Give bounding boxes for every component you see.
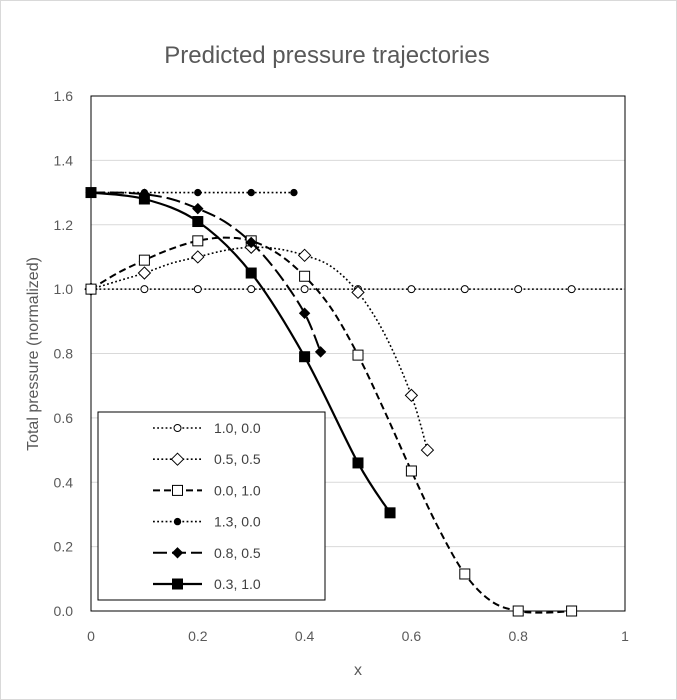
data-point	[298, 307, 311, 319]
data-point	[404, 388, 419, 403]
data-point	[460, 285, 469, 294]
data-point	[192, 216, 204, 228]
data-point	[140, 285, 149, 294]
legend-label: 0.8, 0.5	[214, 545, 261, 561]
y-tick-label: 0.0	[54, 603, 74, 619]
series-line	[90, 236, 572, 614]
y-tick-label: 1.4	[54, 152, 74, 168]
y-tick-label: 1.0	[54, 281, 74, 297]
y-tick-label: 0.6	[54, 410, 74, 426]
data-point	[405, 465, 417, 477]
data-point	[194, 188, 202, 197]
data-point	[299, 351, 311, 363]
x-tick-label: 0.4	[295, 628, 315, 644]
y-tick-label: 1.6	[54, 88, 74, 104]
data-point	[192, 202, 204, 215]
legend-item: 0.8, 0.5	[153, 545, 261, 561]
x-axis-label: x	[354, 662, 362, 679]
legend-label: 0.3, 1.0	[214, 576, 261, 592]
axes	[90, 95, 626, 612]
data-point	[247, 188, 255, 197]
legend-marker	[172, 578, 183, 590]
data-point	[297, 248, 312, 263]
data-point	[567, 285, 576, 294]
data-point	[300, 285, 309, 294]
legend-box	[97, 411, 326, 601]
x-tick-label: 0.2	[188, 628, 208, 644]
legend-item: 0.3, 1.0	[153, 576, 261, 592]
data-point	[191, 250, 205, 264]
series-line	[90, 191, 322, 353]
data-point	[314, 346, 327, 358]
data-point	[137, 266, 152, 280]
legend-item: 0.0, 1.0	[153, 482, 261, 498]
chart-title: Predicted pressure trajectories	[164, 42, 489, 69]
data-series	[84, 186, 625, 617]
data-point	[420, 443, 435, 457]
legend-item: 1.3, 0.0	[153, 514, 261, 530]
y-tick-label: 0.2	[54, 539, 74, 555]
data-point	[512, 605, 524, 617]
y-axis-ticks: 0.0 0.2 0.4 0.6 0.8 1.0 1.2 1.4 1.6	[54, 88, 74, 619]
y-tick-label: 1.2	[54, 217, 74, 233]
data-point	[566, 605, 578, 617]
data-point	[407, 285, 416, 294]
data-point	[245, 236, 257, 249]
legend-label: 0.5, 0.5	[214, 451, 261, 467]
data-point	[138, 254, 150, 266]
legend-marker	[170, 452, 185, 466]
y-axis-label: Total pressure (normalized)	[25, 257, 42, 451]
data-point	[192, 235, 204, 247]
data-point	[290, 188, 298, 197]
legend: 1.0, 0.0 0.5, 0.5 0.0, 1.0 1.3, 0.0 0.8, 0.5…	[97, 411, 326, 601]
data-point	[352, 349, 364, 361]
series-6	[85, 187, 396, 519]
x-tick-label: 1	[621, 628, 629, 644]
data-point	[85, 283, 97, 295]
legend-item: 0.5, 0.5	[153, 451, 261, 467]
plot-border	[90, 95, 626, 612]
x-axis-ticks: 0 0.2 0.4 0.6 0.8 1	[87, 628, 629, 644]
legend-item: 1.0, 0.0	[153, 420, 261, 436]
x-tick-label: 0.8	[508, 628, 528, 644]
data-point	[351, 285, 365, 300]
legend-marker	[171, 547, 184, 559]
data-point	[193, 285, 202, 294]
data-point	[299, 270, 311, 282]
legend-marker	[173, 424, 182, 432]
legend-label: 1.3, 0.0	[214, 514, 261, 530]
y-tick-label: 0.4	[54, 474, 74, 490]
data-point	[384, 507, 396, 519]
x-tick-label: 0	[87, 628, 95, 644]
data-point	[85, 187, 97, 199]
data-point	[459, 568, 471, 580]
data-point	[138, 193, 150, 205]
data-point	[247, 285, 256, 294]
x-tick-label: 0.6	[402, 628, 422, 644]
data-point	[245, 267, 257, 279]
legend-marker	[173, 517, 182, 526]
y-tick-label: 0.8	[54, 346, 74, 362]
legend-label: 0.0, 1.0	[214, 482, 261, 498]
legend-label: 1.0, 0.0	[214, 420, 261, 436]
data-point	[352, 457, 364, 469]
legend-marker	[172, 484, 183, 496]
data-point	[514, 285, 523, 294]
